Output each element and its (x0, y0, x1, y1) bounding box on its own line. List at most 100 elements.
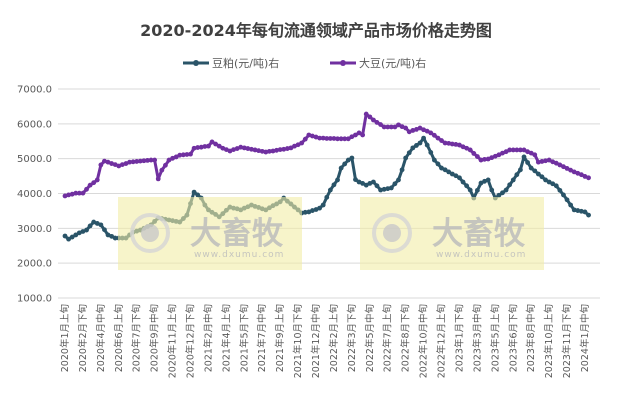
data-point (327, 187, 333, 193)
data-point (578, 172, 584, 178)
y-tick-label: 2000.0 (17, 259, 52, 270)
data-point (370, 179, 376, 185)
data-point (302, 209, 308, 215)
data-point (335, 177, 340, 183)
data-point (557, 187, 563, 193)
data-point (363, 111, 369, 117)
data-point (568, 202, 574, 208)
data-point (496, 192, 502, 198)
data-point (474, 187, 480, 193)
data-point (417, 140, 423, 146)
y-tick-label: 5000.0 (17, 154, 52, 165)
data-point (553, 183, 559, 189)
x-tick-label: 2022年10月中旬 (418, 304, 430, 378)
data-point (421, 135, 426, 141)
watermark-logo-icon (372, 213, 412, 253)
data-point (514, 172, 520, 178)
data-point (482, 156, 487, 162)
data-point (98, 162, 104, 168)
data-point (198, 144, 204, 150)
data-point (471, 151, 477, 156)
data-point (137, 158, 143, 164)
data-point (84, 186, 89, 192)
data-point (270, 148, 276, 154)
y-tick-label: 1000.0 (17, 294, 52, 305)
data-point (73, 232, 79, 238)
data-point (561, 164, 566, 170)
data-point (578, 208, 584, 214)
x-tick-label: 2024年1月中旬 (579, 304, 591, 372)
data-point (503, 149, 509, 155)
x-tick-label: 2022年8月下旬 (400, 304, 412, 372)
data-point (439, 165, 444, 171)
legend-item-0: 豆粕(元/吨)右 (183, 56, 279, 70)
y-tick-label: 4000.0 (17, 189, 52, 200)
data-point (431, 157, 437, 163)
data-point (381, 186, 387, 192)
data-point (320, 135, 326, 141)
x-tick-label: 2022年2月上旬 (328, 304, 340, 372)
x-tick-label: 2021年9月上旬 (274, 304, 286, 372)
data-point (109, 233, 115, 239)
data-point (403, 155, 409, 161)
data-point (141, 158, 147, 164)
x-tick-label: 2020年4月中旬 (95, 304, 107, 372)
x-tick-label: 2021年12月中旬 (310, 304, 322, 378)
data-point (202, 144, 208, 149)
data-point (453, 141, 459, 147)
data-point (553, 160, 559, 166)
data-point (532, 152, 538, 158)
data-point (388, 124, 394, 130)
data-point (392, 124, 398, 130)
x-tick-label: 2021年2月中旬 (202, 304, 214, 372)
watermark-url: www.dxumu.com (194, 250, 284, 260)
data-point (267, 148, 272, 154)
data-point (317, 135, 323, 141)
data-point (414, 143, 419, 148)
data-point (385, 186, 391, 192)
data-point (148, 157, 154, 163)
data-point (324, 136, 330, 141)
data-point (503, 187, 509, 193)
data-point (374, 120, 380, 125)
watermark-brand: 大畜牧 (432, 216, 526, 252)
data-point (349, 134, 355, 140)
watermark-url: www.dxumu.com (436, 250, 526, 260)
data-point (69, 234, 75, 240)
data-point (302, 136, 308, 142)
data-point (532, 168, 538, 174)
data-point (76, 190, 82, 196)
data-point (485, 177, 491, 183)
legend-marker (193, 60, 199, 66)
watermark-logo-dot (383, 224, 401, 242)
data-point (507, 182, 513, 188)
data-point (514, 147, 520, 153)
data-point (98, 222, 104, 228)
data-point (367, 114, 373, 120)
x-tick-label: 2023年8月中旬 (525, 304, 537, 372)
data-point (338, 136, 344, 142)
data-point (510, 177, 516, 183)
watermark-brand: 大畜牧 (190, 216, 284, 252)
data-point (252, 147, 258, 153)
legend-label: 大豆(元/吨)右 (359, 56, 426, 70)
series-1 (62, 111, 591, 199)
data-point (277, 147, 283, 153)
data-point (464, 145, 470, 151)
data-point (399, 167, 405, 173)
data-point (464, 183, 470, 189)
data-point (431, 132, 437, 138)
data-point (155, 176, 161, 182)
x-tick-label: 2023年10月上旬 (543, 304, 555, 378)
data-point (84, 227, 89, 233)
data-point (345, 157, 351, 163)
data-point (238, 144, 244, 150)
data-point (94, 177, 100, 183)
data-point (263, 149, 269, 155)
data-point (73, 190, 79, 196)
x-tick-label: 2020年12月下旬 (185, 304, 197, 378)
data-point (449, 141, 455, 147)
data-point (564, 197, 570, 203)
data-point (442, 140, 448, 146)
